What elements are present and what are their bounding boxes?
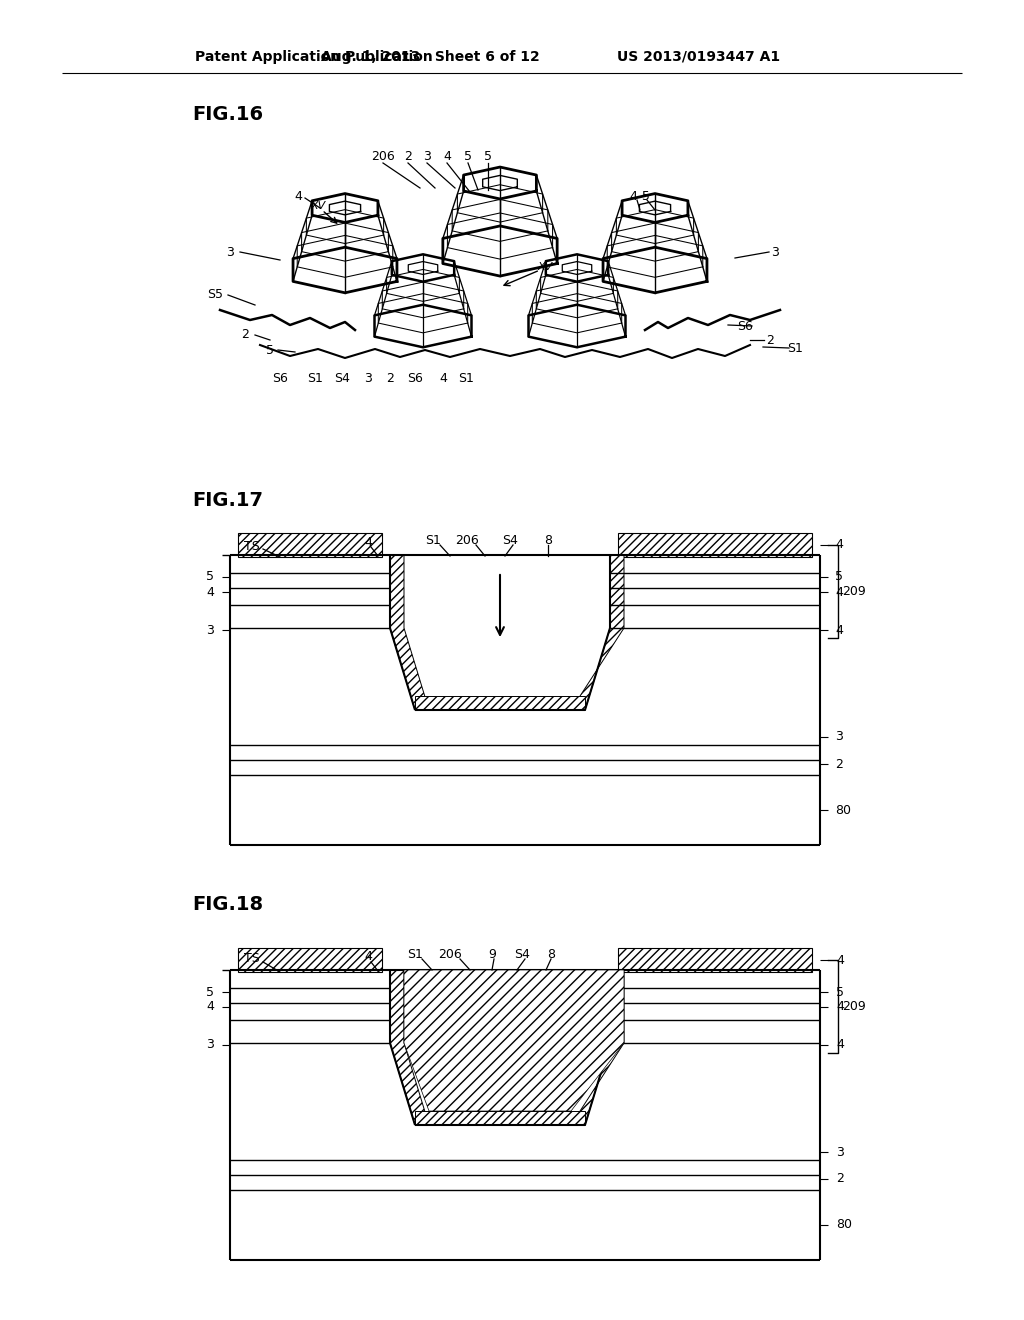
Text: 4: 4 bbox=[835, 623, 843, 636]
Bar bbox=[415, 696, 585, 710]
Text: 2: 2 bbox=[404, 150, 412, 164]
Text: 5: 5 bbox=[206, 570, 214, 583]
Bar bbox=[618, 948, 812, 972]
Text: 80: 80 bbox=[835, 804, 851, 817]
Text: 5: 5 bbox=[266, 343, 274, 356]
Text: 8: 8 bbox=[544, 533, 552, 546]
Polygon shape bbox=[390, 554, 429, 710]
Text: S4: S4 bbox=[514, 948, 530, 961]
Text: S1: S1 bbox=[408, 948, 423, 961]
Text: FIG.16: FIG.16 bbox=[193, 104, 263, 124]
Text: 5: 5 bbox=[464, 150, 472, 164]
Text: 4: 4 bbox=[443, 150, 451, 164]
Text: 209: 209 bbox=[842, 1001, 865, 1012]
Text: S6: S6 bbox=[408, 371, 423, 384]
Text: 206: 206 bbox=[371, 150, 395, 164]
Text: S1: S1 bbox=[787, 342, 803, 355]
Text: 206: 206 bbox=[438, 948, 462, 961]
Text: 5: 5 bbox=[835, 570, 843, 583]
Polygon shape bbox=[404, 970, 624, 1111]
Text: TS: TS bbox=[244, 540, 260, 553]
Text: FIG.17: FIG.17 bbox=[193, 491, 263, 510]
Text: 3: 3 bbox=[226, 246, 233, 259]
Text: 4: 4 bbox=[365, 950, 372, 964]
Text: S4: S4 bbox=[502, 533, 518, 546]
Text: 4: 4 bbox=[835, 586, 843, 598]
Polygon shape bbox=[390, 970, 429, 1125]
Text: 2: 2 bbox=[386, 371, 394, 384]
Text: TS: TS bbox=[244, 953, 260, 965]
Text: 4: 4 bbox=[206, 586, 214, 598]
Text: 4: 4 bbox=[365, 536, 372, 549]
Text: 206: 206 bbox=[455, 533, 479, 546]
Text: 4: 4 bbox=[294, 190, 302, 202]
Text: 3: 3 bbox=[206, 1039, 214, 1052]
Text: 4: 4 bbox=[836, 1039, 844, 1052]
Text: 5: 5 bbox=[206, 986, 214, 998]
Bar bbox=[238, 533, 382, 557]
Text: 2: 2 bbox=[241, 329, 249, 342]
Text: 4: 4 bbox=[835, 539, 843, 552]
Text: S1: S1 bbox=[307, 371, 323, 384]
Text: 8: 8 bbox=[547, 948, 555, 961]
Text: S1: S1 bbox=[458, 371, 474, 384]
Text: 3: 3 bbox=[835, 730, 843, 743]
Text: XV: XV bbox=[538, 261, 553, 272]
Text: S4: S4 bbox=[334, 371, 350, 384]
Text: 3: 3 bbox=[206, 623, 214, 636]
Text: S6: S6 bbox=[272, 371, 288, 384]
Text: 209: 209 bbox=[842, 585, 865, 598]
Bar bbox=[415, 1111, 585, 1125]
Text: Patent Application Publication: Patent Application Publication bbox=[195, 50, 433, 63]
Text: S5: S5 bbox=[207, 289, 223, 301]
Text: US 2013/0193447 A1: US 2013/0193447 A1 bbox=[616, 50, 780, 63]
Text: 4: 4 bbox=[206, 1001, 214, 1014]
Text: 4 5: 4 5 bbox=[630, 190, 650, 202]
Polygon shape bbox=[571, 554, 624, 710]
Text: 2: 2 bbox=[766, 334, 774, 346]
Text: 4: 4 bbox=[836, 953, 844, 966]
Text: FIG.18: FIG.18 bbox=[193, 895, 263, 915]
Text: 4: 4 bbox=[439, 371, 446, 384]
Text: 3: 3 bbox=[365, 371, 372, 384]
Text: 2: 2 bbox=[835, 758, 843, 771]
Text: 5: 5 bbox=[484, 150, 492, 164]
Text: 4: 4 bbox=[836, 1001, 844, 1014]
Text: S1: S1 bbox=[425, 533, 441, 546]
Text: 3: 3 bbox=[423, 150, 431, 164]
Text: Aug. 1, 2013   Sheet 6 of 12: Aug. 1, 2013 Sheet 6 of 12 bbox=[321, 50, 540, 63]
Text: 3: 3 bbox=[836, 1146, 844, 1159]
Bar bbox=[618, 533, 812, 557]
Text: XV: XV bbox=[310, 201, 326, 211]
Text: 3: 3 bbox=[771, 246, 779, 259]
Text: 9: 9 bbox=[488, 948, 496, 961]
Text: 80: 80 bbox=[836, 1218, 852, 1232]
Text: 2: 2 bbox=[836, 1172, 844, 1185]
Polygon shape bbox=[571, 970, 624, 1125]
Text: S6: S6 bbox=[737, 319, 753, 333]
Bar bbox=[238, 948, 382, 972]
Text: 5: 5 bbox=[836, 986, 844, 998]
